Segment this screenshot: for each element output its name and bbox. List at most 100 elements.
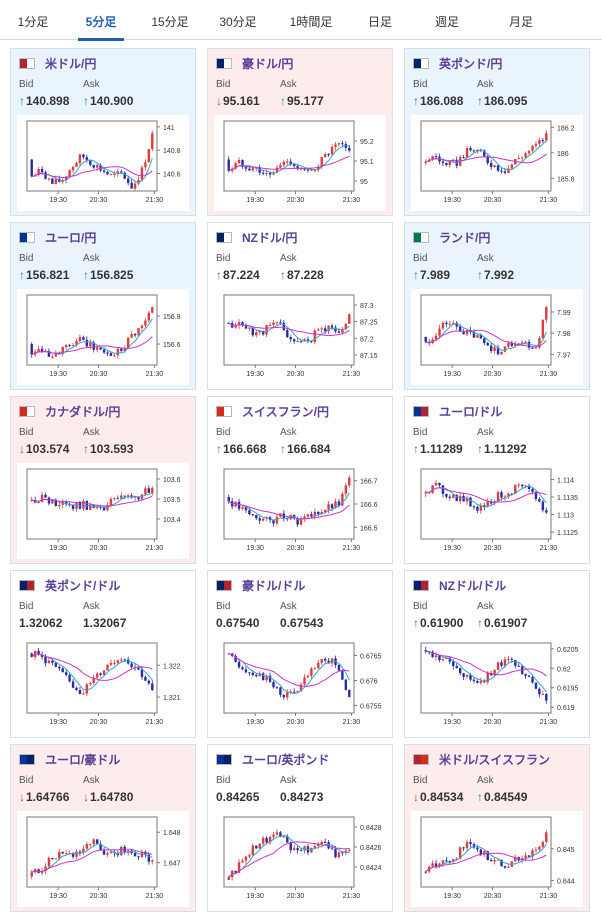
candle-body	[109, 851, 113, 854]
tab-1[interactable]: 1分足	[17, 15, 49, 29]
candle-body	[147, 488, 151, 493]
pair-link[interactable]: 米ドル/スイスフラン	[413, 751, 550, 767]
pair-name: ユーロ/豪ドル	[45, 752, 121, 767]
pair-link[interactable]: カナダドル/円	[19, 403, 120, 419]
candle-body	[524, 153, 527, 158]
candle-body	[317, 511, 320, 515]
candle-body	[151, 133, 154, 149]
plot-frame	[223, 120, 355, 192]
bid-quote: 0.84265	[216, 790, 259, 804]
candle-body	[448, 323, 452, 325]
candlestick-chart[interactable]: 87.3 87.25 87.2 87.15 19:30 20:30 21:30	[214, 289, 386, 385]
candlestick-chart[interactable]: 166.7 166.6 166.5 19:30 20:30 21:30	[214, 463, 386, 559]
pair-link[interactable]: ユーロ/豪ドル	[19, 751, 120, 767]
tab-8[interactable]: 月足	[508, 15, 533, 29]
candle-body	[40, 870, 44, 873]
pair-link[interactable]: 豪ドル/円	[216, 55, 293, 71]
x-tick-label: 21:30	[146, 893, 164, 900]
x-tick-label: 21:30	[540, 893, 558, 900]
flag-icon	[413, 405, 429, 417]
candlestick-chart[interactable]: 7.99 7.98 7.97 19:30 20:30 21:30	[411, 289, 583, 385]
y-tick-label: 166.7	[360, 479, 378, 486]
candlestick-chart[interactable]: 0.8428 0.8426 0.8424 19:30 20:30 21:30	[214, 811, 386, 907]
y-tick-label: 186.2	[557, 125, 575, 132]
candlestick-chart[interactable]: 141 140.8 140.6 19:30 20:30 21:30	[17, 115, 189, 211]
tab-7[interactable]: 週足	[434, 15, 459, 29]
x-tick-label: 21:30	[146, 197, 164, 204]
arrow-up-icon: ↑	[413, 616, 419, 630]
y-tick-label: 7.99	[557, 310, 571, 317]
candlestick-chart[interactable]: 103.6 103.5 103.4 19:30 20:30 21:30	[17, 463, 189, 559]
ask-value: 0.84273	[280, 790, 324, 804]
tab-2[interactable]: 5分足	[66, 0, 136, 41]
candle-body	[527, 485, 531, 489]
candle-body	[348, 477, 351, 486]
tab-6[interactable]: 日足	[367, 15, 392, 29]
candlestick-chart[interactable]: 156.8 156.6 19:30 20:30 21:30	[17, 289, 189, 385]
flag-icon	[413, 231, 429, 243]
candle-body	[441, 659, 445, 661]
candle-body	[227, 497, 230, 502]
candle-body	[514, 857, 517, 862]
candle-body	[424, 492, 427, 494]
candle-body	[524, 485, 527, 487]
candlestick-chart[interactable]: 0.6765 0.676 0.6755 19:30 20:30 21:30	[214, 637, 386, 733]
candlestick-chart[interactable]: 0.6205 0.62 0.6195 0.619 19:30 20:30 21:30	[411, 637, 583, 733]
ma-long-line	[31, 166, 153, 179]
candle-body	[303, 168, 306, 170]
tab-5[interactable]: 1時間足	[289, 15, 333, 29]
y-tick-label: 1.1135	[557, 495, 578, 502]
candlestick-chart[interactable]: 95.2 95.1 95 19:30 20:30 21:30	[214, 115, 386, 211]
candle-body	[330, 848, 334, 850]
candle-body	[144, 162, 147, 168]
candlestick-chart[interactable]: 0.845 0.844 19:30 20:30 21:30	[411, 811, 583, 907]
candle-body	[265, 325, 268, 335]
pair-link[interactable]: NZドル/ドル	[413, 577, 506, 593]
tab-4[interactable]: 30分足	[219, 15, 257, 29]
candle-body	[75, 501, 78, 509]
pair-link[interactable]: NZドル/円	[216, 229, 297, 245]
pair-link[interactable]: 英ポンド/ドル	[19, 577, 120, 593]
pair-link[interactable]: 英ポンド/円	[413, 55, 502, 71]
candle-body	[337, 143, 341, 145]
pair-link[interactable]: スイスフラン/円	[216, 403, 329, 419]
plot-frame	[223, 294, 355, 366]
candle-body	[469, 842, 472, 845]
pair-link[interactable]: 米ドル/円	[19, 55, 96, 71]
candle-body	[472, 150, 476, 152]
pair-link[interactable]: 豪ドル/ドル	[216, 577, 305, 593]
ask-quote: ↑156.825	[83, 268, 133, 282]
candle-body	[310, 514, 313, 517]
pair-link[interactable]: ランド/円	[413, 229, 490, 245]
ma-long-line	[425, 487, 547, 503]
candlestick-chart[interactable]: 1.648 1.647 19:30 20:30 21:30	[17, 811, 189, 907]
bid-value: 87.224	[223, 268, 260, 282]
arrow-up-icon: ↑	[83, 268, 89, 282]
y-tick-label: 185.8	[557, 176, 575, 183]
candle-body	[344, 850, 348, 854]
candle-body	[489, 345, 493, 352]
pair-link[interactable]: ユーロ/円	[19, 229, 96, 245]
candlestick-chart[interactable]: 1.114 1.1135 1.113 1.1125 19:30 20:30 21:30	[411, 463, 583, 559]
candle-body	[133, 496, 137, 498]
bid-label: Bid	[413, 775, 428, 786]
tab-3[interactable]: 15分足	[151, 15, 189, 29]
candle-body	[130, 182, 133, 189]
x-tick-label: 20:30	[90, 719, 108, 726]
candle-body	[289, 842, 292, 851]
candle-body	[431, 485, 434, 493]
candle-body	[255, 675, 258, 677]
candle-body	[123, 846, 126, 853]
candle-body	[37, 650, 40, 655]
candle-body	[95, 506, 99, 508]
ask-label: Ask	[280, 79, 297, 90]
pair-link[interactable]: ユーロ/英ポンド	[216, 751, 329, 767]
candle-body	[486, 501, 489, 507]
candle-body	[109, 499, 113, 506]
bid-value: 1.32062	[19, 616, 63, 630]
pair-link[interactable]: ユーロ/ドル	[413, 403, 502, 419]
candlestick-chart[interactable]: 186.2 186 185.8 19:30 20:30 21:30	[411, 115, 583, 211]
arrow-up-icon: ↑	[83, 94, 89, 108]
candle-body	[330, 325, 334, 328]
candlestick-chart[interactable]: 1.322 1.321 19:30 20:30 21:30	[17, 637, 189, 733]
